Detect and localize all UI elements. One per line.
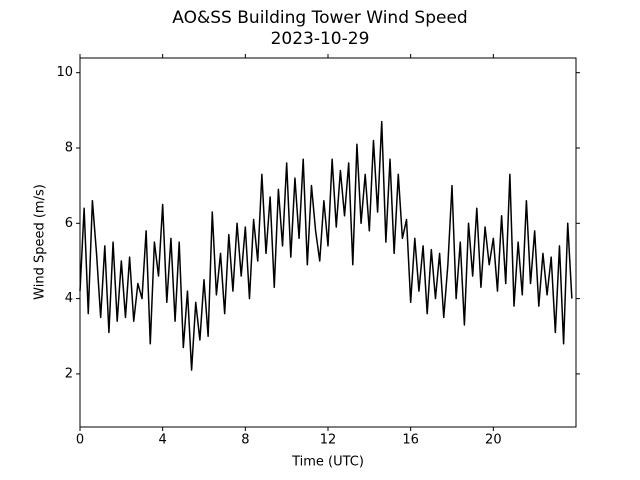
chart-title: AO&SS Building Tower Wind Speed (172, 8, 467, 28)
x-tick-label: 0 (76, 433, 84, 448)
y-tick-label: 8 (65, 140, 73, 155)
y-axis-label: Wind Speed (m/s) (33, 184, 48, 300)
y-tick-label: 2 (65, 366, 73, 381)
x-tick-label: 4 (159, 433, 167, 448)
y-tick-label: 10 (56, 65, 73, 80)
x-tick-label: 16 (402, 433, 419, 448)
y-tick-label: 6 (65, 216, 73, 231)
x-axis-label: Time (UTC) (291, 455, 364, 470)
x-tick-label: 8 (241, 433, 249, 448)
x-tick-label: 20 (485, 433, 502, 448)
plot-frame (79, 57, 577, 428)
chart-subtitle: 2023-10-29 (271, 29, 370, 49)
wind-speed-line (79, 120, 573, 371)
y-tick-label: 4 (65, 291, 73, 306)
x-tick-label: 12 (320, 433, 337, 448)
